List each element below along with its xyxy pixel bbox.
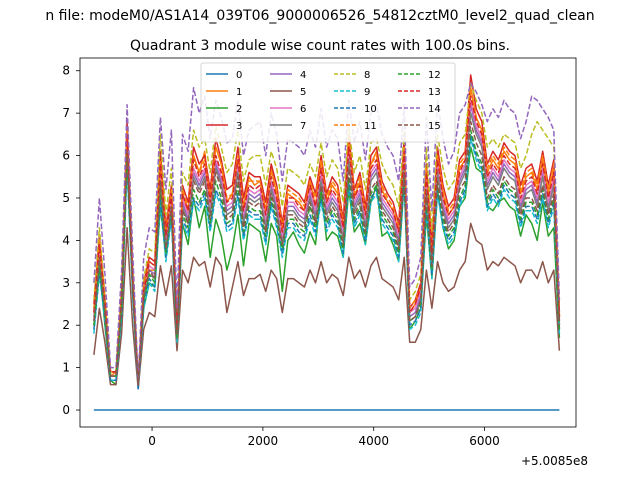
- y-tick-label: 7: [62, 106, 70, 120]
- legend-label-0: 0: [236, 70, 242, 81]
- legend-box: [200, 62, 456, 143]
- legend-label-3: 3: [236, 121, 242, 132]
- y-tick-label: 0: [62, 403, 70, 417]
- legend-label-12: 12: [428, 70, 441, 81]
- legend-label-11: 11: [364, 121, 377, 132]
- x-offset-label: +5.0085e8: [521, 454, 588, 468]
- y-tick-label: 3: [62, 276, 70, 290]
- x-tick-label: 0: [148, 434, 156, 448]
- x-tick-label: 6000: [469, 434, 500, 448]
- y-tick-label: 5: [62, 191, 70, 205]
- y-tick-label: 6: [62, 149, 70, 163]
- legend-label-6: 6: [300, 104, 306, 115]
- legend-label-7: 7: [300, 121, 306, 132]
- legend-label-8: 8: [364, 70, 370, 81]
- x-tick-label: 2000: [248, 434, 279, 448]
- legend-label-4: 4: [300, 70, 306, 81]
- figure-suptitle: n file: modeM0/AS1A14_039T06_9000006526_…: [45, 8, 594, 24]
- y-tick-label: 1: [62, 361, 70, 375]
- plot-frame: [79, 57, 577, 428]
- series-line-13: [93, 95, 561, 386]
- legend-label-9: 9: [364, 87, 370, 98]
- series-line-8: [93, 82, 561, 382]
- legend-label-15: 15: [428, 121, 441, 132]
- legend-label-2: 2: [236, 104, 242, 115]
- plot-lines: [93, 74, 561, 411]
- y-tick-label: 2: [62, 318, 70, 332]
- x-tick-label: 4000: [358, 434, 389, 448]
- series-line-5: [93, 222, 561, 390]
- y-tick-label: 4: [62, 233, 70, 247]
- legend-label-10: 10: [364, 104, 377, 115]
- legend-label-14: 14: [428, 104, 441, 115]
- legend-label-13: 13: [428, 87, 441, 98]
- series-line-14: [93, 82, 561, 382]
- chart-title: Quadrant 3 module wise count rates with …: [130, 38, 510, 54]
- y-tick-label: 8: [62, 64, 70, 78]
- legend-label-5: 5: [300, 87, 306, 98]
- series-line-15: [93, 120, 561, 386]
- legend-label-1: 1: [236, 87, 242, 98]
